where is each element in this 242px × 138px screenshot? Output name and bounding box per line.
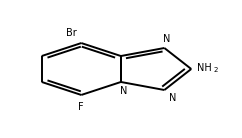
Text: 2: 2 bbox=[214, 67, 218, 73]
Text: N: N bbox=[163, 34, 170, 44]
Text: N: N bbox=[169, 93, 177, 103]
Text: NH: NH bbox=[197, 63, 212, 73]
Text: F: F bbox=[78, 102, 84, 112]
Text: N: N bbox=[120, 86, 127, 96]
Text: Br: Br bbox=[66, 28, 76, 38]
